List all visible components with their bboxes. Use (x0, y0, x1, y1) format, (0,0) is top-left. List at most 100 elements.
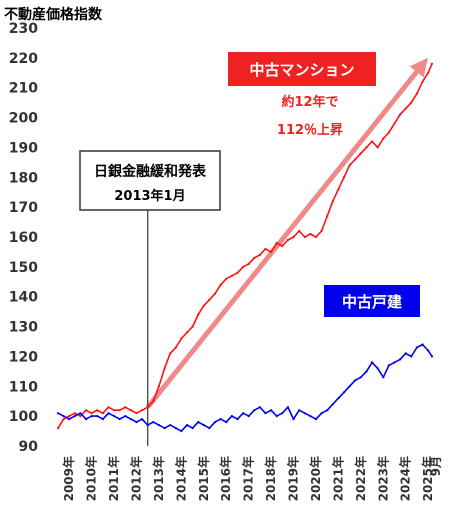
series-1-point (79, 412, 82, 415)
trend-arrow (145, 57, 428, 409)
series-1-point (270, 409, 273, 412)
series-1-point (326, 409, 329, 412)
series-1-point (157, 424, 160, 427)
series-line-1 (57, 343, 433, 432)
series-1-point (219, 418, 222, 421)
series-1-point (152, 421, 155, 424)
y-tick-label: 120 (9, 349, 38, 365)
series-1-point (135, 421, 138, 424)
series-0-point (326, 215, 329, 218)
series-1-point (118, 418, 121, 421)
series-0-point (348, 164, 351, 167)
series-1-point (253, 409, 256, 412)
series-1-point (73, 415, 76, 418)
series-1-point (314, 418, 318, 421)
series-1-point (342, 391, 346, 394)
y-tick-label: 110 (9, 379, 38, 395)
label-mansion: 中古マンション (228, 52, 376, 86)
series-0-point (90, 412, 93, 415)
series-1-point (292, 418, 295, 421)
series-1-point (376, 367, 379, 370)
y-tick-label: 180 (9, 170, 38, 186)
series-0-point (430, 62, 434, 65)
series-0-point (225, 277, 228, 280)
series-0-point (169, 352, 172, 355)
series-1-point (427, 349, 430, 352)
series-0-point (202, 304, 205, 307)
series-0-point (303, 235, 306, 239)
series-0-point (197, 313, 200, 316)
series-0-point (219, 283, 222, 286)
label-house-text: 中古戸建 (342, 293, 403, 311)
series-0-point (96, 409, 99, 412)
series-1-point (298, 409, 301, 412)
series-0-point (354, 158, 357, 161)
series-0-point (404, 107, 407, 110)
series-1-point (303, 412, 306, 415)
series-1-point (410, 355, 413, 358)
series-1-point (169, 424, 172, 427)
series-1-point (56, 412, 60, 415)
series-1-point (236, 418, 239, 421)
series-0-point (180, 337, 183, 340)
y-tick-label: 130 (9, 320, 38, 336)
series-0-point (163, 367, 166, 370)
trend-text-line1: 約12年で (281, 94, 338, 110)
series-1-point (415, 346, 418, 349)
series-1-point (185, 424, 189, 427)
series-0-point (73, 412, 76, 415)
x-end-label: 9月 (429, 456, 443, 476)
series-1-point (101, 418, 104, 421)
series-0-point (371, 140, 374, 143)
event-annotation-line2: 2013年1月 (114, 188, 185, 204)
label-mansion-box (228, 52, 376, 86)
series-1-point (107, 412, 110, 415)
event-annotation: 日銀金融緩和発表 2013年1月 (79, 150, 221, 211)
series-0-point (208, 298, 211, 301)
series-0-point (113, 409, 116, 412)
series-1-point (62, 415, 65, 418)
series-0-point (298, 229, 301, 233)
x-tick-label: 2012年 (129, 456, 144, 501)
y-tick-label: 100 (9, 409, 38, 425)
series-0-point (129, 409, 132, 412)
series-0-point (410, 101, 413, 104)
series-1-point (90, 415, 93, 418)
series-0-point (365, 146, 368, 149)
series-0-point (275, 241, 278, 245)
series-0-point (309, 232, 312, 236)
series-1-point (180, 430, 183, 433)
series-1-point (275, 415, 278, 418)
series-1-point (141, 418, 144, 421)
x-tick-label: 2016年 (218, 456, 233, 501)
x-tick-label: 2020年 (308, 456, 323, 501)
x-tick-label: 2019年 (286, 456, 301, 501)
x-tick-label: 2025年 (420, 456, 435, 501)
series-1-point (382, 376, 385, 379)
label-house-box (324, 285, 420, 317)
x-axis: 2009年 2010年 2011年 2012年 2013年 2014年 2015年 2016年… (61, 456, 443, 501)
series-0-point (342, 176, 346, 179)
series-0-point (286, 238, 289, 242)
series-1-point (174, 427, 177, 430)
x-tick-label: 2021年 (330, 456, 345, 501)
series-1-point (230, 415, 233, 418)
series-0-point (253, 256, 256, 259)
series-1-point (371, 361, 374, 364)
x-tick-label: 2022年 (353, 456, 368, 501)
y-tick-label: 150 (9, 260, 38, 276)
series-1-point (421, 343, 424, 346)
series-0-point (191, 325, 194, 328)
x-tick-label: 2010年 (84, 456, 99, 501)
y-tick-label: 90 (19, 439, 39, 455)
series-0-point (230, 274, 233, 277)
series-1-point (213, 421, 217, 424)
series-0-point (68, 415, 71, 418)
series-0-point (382, 137, 385, 140)
series-0-point (359, 152, 362, 155)
series-0-point (270, 250, 273, 253)
series-1-point (68, 418, 71, 421)
label-house: 中古戸建 (324, 285, 420, 317)
x-tick-label: 2018年 (263, 456, 278, 501)
